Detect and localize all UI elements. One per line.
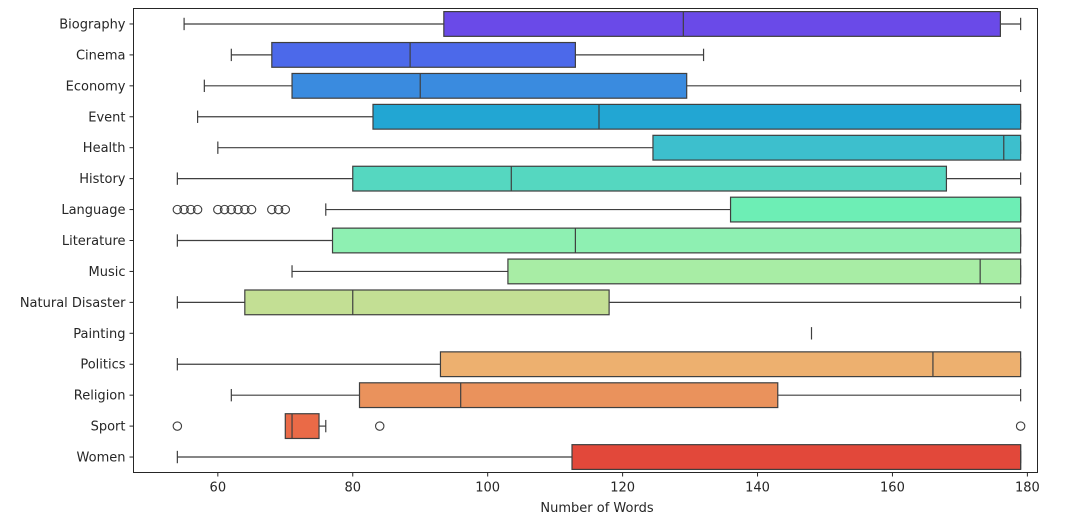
y-tick-label-history: History [79,172,126,187]
x-tick-label-160: 160 [880,481,905,496]
flier-language-4 [213,204,223,215]
box-biography [443,10,1001,37]
flier-language-0 [172,204,183,215]
y-tick-label-women: Women [77,451,126,466]
flier-language-8 [240,204,250,215]
flier-sport-0 [172,421,183,431]
flier-language-2 [186,204,196,215]
plot-frame [133,8,1038,473]
box-group-language [172,196,1022,223]
x-tick-label-120: 120 [610,481,635,496]
box-history [352,165,948,192]
x-tick-label-180: 180 [1015,481,1040,496]
y-tick-label-politics: Politics [80,358,125,373]
box-cinema [271,41,576,68]
y-tick-label-event: Event [88,110,125,125]
x-tick-label-60: 60 [210,481,227,496]
x-axis: 60 80 100 120 140 160 180 [210,472,1040,496]
box-group-natural-disaster [176,289,1022,316]
flier-language-7 [233,204,243,215]
box-group-history [176,165,1022,192]
box-women [571,444,1022,471]
y-tick-label-biography: Biography [59,17,126,32]
box-group-religion [230,382,1022,409]
flier-language-6 [226,204,237,215]
y-tick-label-music: Music [89,265,126,280]
box-literature [331,227,1022,254]
box-politics [439,351,1022,378]
flier-language-1 [179,204,189,215]
flier-language-10 [267,204,277,215]
y-tick-label-sport: Sport [91,420,126,435]
box-group-cinema [230,41,705,68]
y-tick-label-health: Health [83,141,126,156]
box-group-economy [203,72,1022,99]
x-axis-label: Number of Words [540,501,653,516]
box-group-health [217,134,1022,161]
x-tick-label-80: 80 [344,481,361,496]
box-natural-disaster [244,289,610,316]
x-tick-label-100: 100 [475,481,500,496]
box-music [507,258,1022,285]
box-language [729,196,1022,223]
box-group-literature [176,227,1022,254]
box-event [372,103,1022,130]
flier-sport-1 [374,421,385,431]
box-group-politics [176,351,1022,378]
box-group-music [291,258,1022,285]
flier-language-3 [192,204,203,215]
y-tick-label-cinema: Cinema [76,48,126,63]
y-axis: Biography Cinema Economy Event Health History… [20,17,134,466]
flier-language-11 [273,204,284,215]
y-tick-label-literature: Literature [62,234,126,249]
box-economy [291,72,688,99]
box-group-sport [172,413,1026,440]
box-group-women [176,444,1022,471]
y-tick-label-language: Language [61,203,125,218]
flier-language-12 [280,204,291,215]
flier-language-9 [246,204,257,215]
box-plot-marks [172,10,1026,471]
box-group-biography [183,10,1022,37]
flier-sport-2 [1015,421,1026,431]
y-tick-label-religion: Religion [74,389,126,404]
y-tick-label-natural-disaster: Natural Disaster [20,296,126,311]
y-tick-label-economy: Economy [66,79,126,94]
box-health [652,134,1022,161]
x-tick-label-140: 140 [745,481,770,496]
flier-language-5 [219,204,230,215]
box-religion [358,382,779,409]
y-tick-label-painting: Painting [73,327,125,342]
box-group-event [196,103,1022,130]
box-sport [284,413,320,440]
